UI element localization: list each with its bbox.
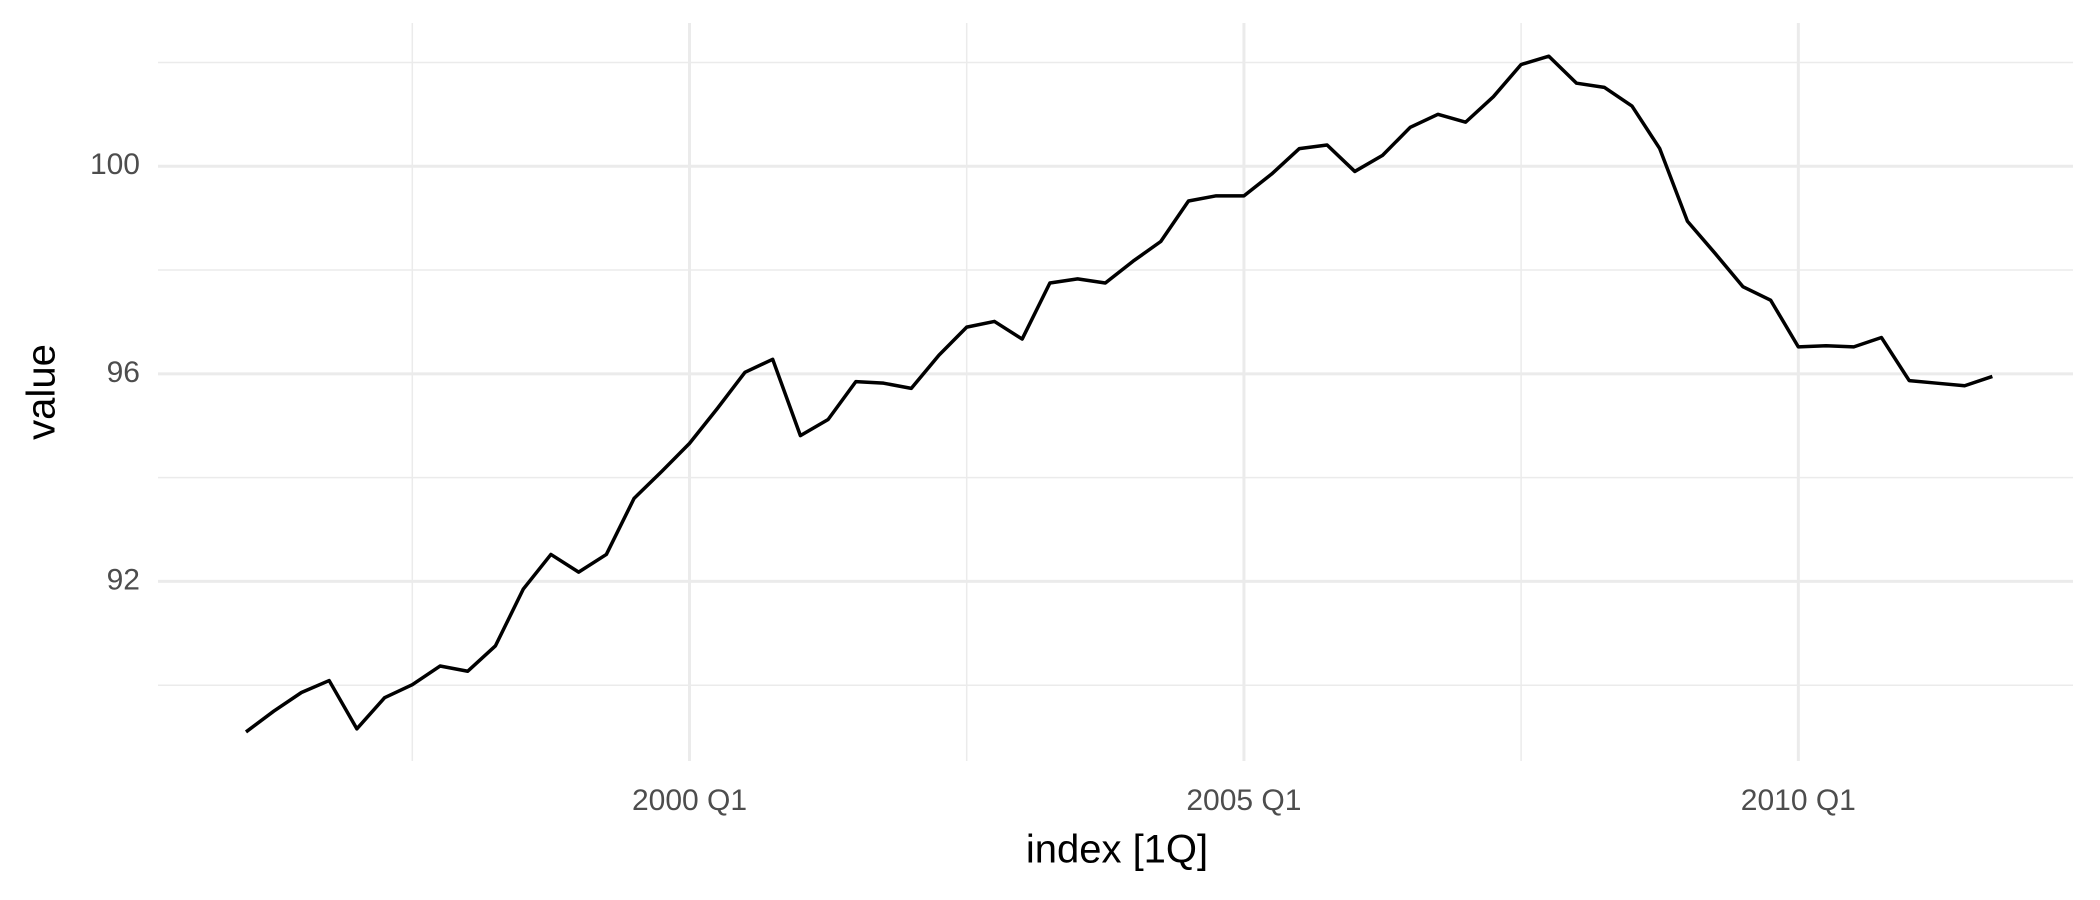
x-tick-label: 2010 Q1 [1741, 784, 1856, 817]
x-axis-title: index [1Q] [1026, 828, 1208, 872]
line [244, 54, 1993, 734]
y-axis-title: value [20, 344, 64, 440]
grid [158, 23, 2073, 761]
x-tick-label: 2005 Q1 [1186, 784, 1301, 817]
x-tick-label: 2000 Q1 [632, 784, 747, 817]
y-tick-label: 96 [107, 356, 140, 389]
y-tick-label: 100 [90, 148, 140, 181]
y-tick-label: 92 [107, 563, 140, 596]
marks [244, 54, 1993, 734]
